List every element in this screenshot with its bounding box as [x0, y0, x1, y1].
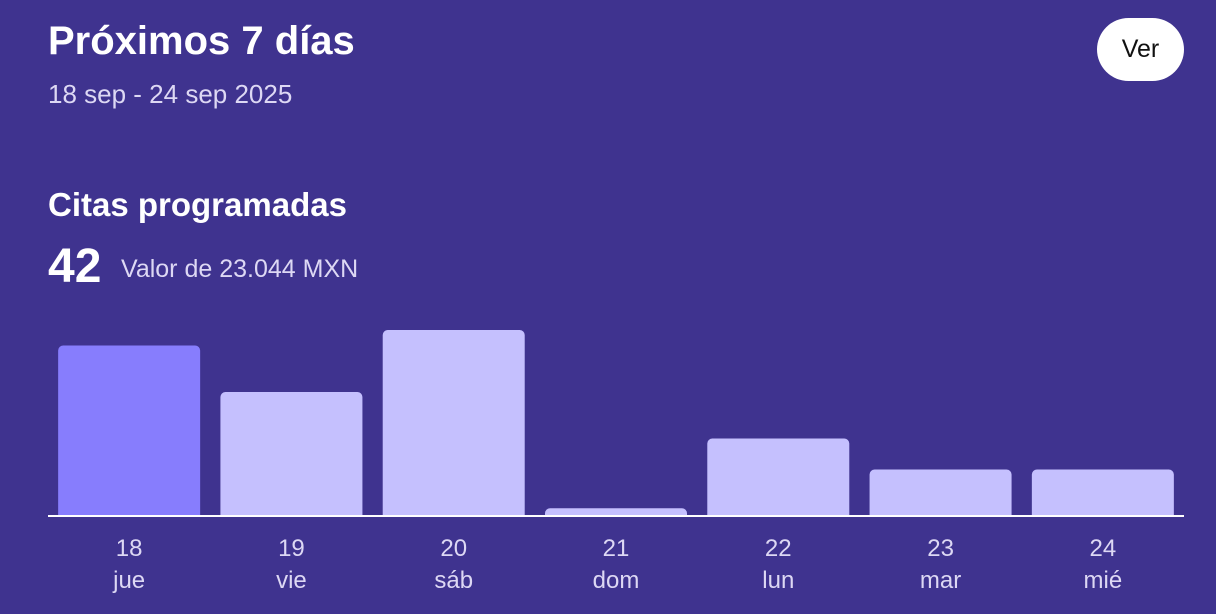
chart-bottom-mask: [0, 516, 1216, 614]
x-tick-date: 23: [927, 535, 954, 562]
x-tick-date: 21: [603, 535, 630, 562]
x-tick-date: 20: [440, 535, 467, 562]
x-tick-weekday: dom: [593, 567, 640, 594]
bar-20[interactable]: [382, 330, 525, 520]
x-tick-weekday: mar: [920, 567, 961, 594]
x-tick-weekday: vie: [276, 567, 307, 594]
x-tick-date: 19: [278, 535, 305, 562]
bar-24[interactable]: [1031, 469, 1174, 521]
bar-22[interactable]: [707, 438, 850, 521]
x-tick-date: 24: [1090, 535, 1117, 562]
date-range: 18 sep - 24 sep 2025: [48, 79, 293, 109]
appointments-bar-chart: 18 jue 19 vie 20 sáb 21 dom 22 lun 23 mar 24 mié: [0, 300, 1216, 614]
page-title: Próximos 7 días: [48, 19, 355, 63]
x-tick-weekday: mié: [1084, 567, 1123, 594]
x-tick-weekday: sáb: [434, 567, 473, 594]
section-title: Citas programadas: [48, 186, 347, 223]
appointment-count: 42: [48, 240, 102, 293]
bar-23[interactable]: [869, 469, 1012, 521]
view-button[interactable]: Ver: [1097, 18, 1184, 81]
x-tick-date: 18: [116, 535, 143, 562]
chart-svg: 18 jue 19 vie 20 sáb 21 dom 22 lun 23 mar 24 mié: [0, 330, 1216, 614]
bar-19[interactable]: [220, 392, 363, 520]
bar-18[interactable]: [58, 345, 201, 521]
x-tick-weekday: lun: [762, 567, 794, 594]
x-tick-date: 22: [765, 535, 792, 562]
x-tick-weekday: jue: [112, 567, 145, 594]
total-value: Valor de 23.044 MXN: [121, 255, 359, 283]
